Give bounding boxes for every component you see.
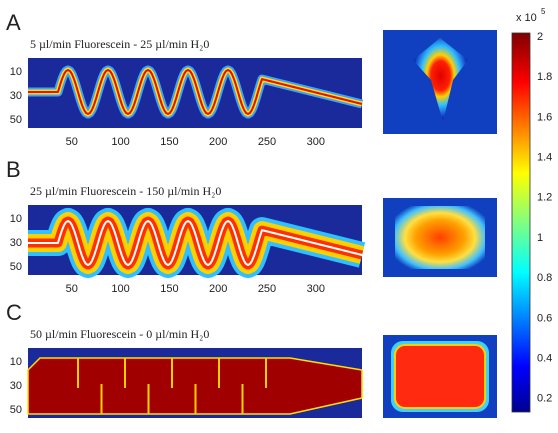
panel-title: 5 µl/min Fluorescein - 25 µl/min H₂0 [30,37,209,51]
x-tick-label: 50 [66,136,78,148]
x-tick-label: 100 [111,283,129,295]
x-tick-label: 50 [66,283,78,295]
y-tick-label: 10 [10,356,22,368]
figure: x 10 5 A 5 µl/min Fluorescein - 25 µl/min… [0,0,558,433]
x-tick-label: 200 [209,136,227,148]
colorbar-exponent: 5 [541,7,546,16]
colorbar-tick-label: 1.2 [537,192,552,204]
colorbar-tick-label: 2 [537,31,543,43]
image-core [395,345,485,408]
y-tick-label: 10 [10,213,22,225]
x-tick-label: 150 [160,283,178,295]
y-tick-label: 10 [10,66,22,78]
colorbar-tick-label: 0.8 [537,272,552,284]
colorbar-tick-label: 0.6 [537,312,552,324]
x-tick-label: 100 [111,136,129,148]
images [28,30,497,418]
panel-title: 50 µl/min Fluorescein - 0 µl/min H₂0 [30,327,209,341]
x-tick-label: 250 [258,283,276,295]
y-tick-label: 50 [10,404,22,416]
colorbar-tick-label: 0.4 [537,353,552,365]
image-blob [395,206,485,269]
x-tick-label: 150 [160,136,178,148]
panel-title: 25 µl/min Fluorescein - 150 µl/min H₂0 [30,184,221,198]
colorbar-tick-label: 1.6 [537,111,552,123]
x-tick-label: 250 [258,136,276,148]
colorbar-tick-label: 1 [537,232,543,244]
colorbar-tick-label: 1.4 [537,152,552,164]
y-tick-label: 50 [10,261,22,273]
y-tick-label: 30 [10,90,22,102]
colorbar [512,33,530,412]
colorbar-multiplier: x 10 [516,12,537,24]
x-tick-label: 300 [307,136,325,148]
colorbar-tick-label: 0.2 [537,393,552,405]
colorbar-tick-label: 1.8 [537,71,552,83]
panel-letter: A [6,10,21,35]
y-tick-label: 30 [10,380,22,392]
panel-letter: C [6,300,22,325]
y-tick-label: 50 [10,114,22,126]
x-tick-label: 200 [209,283,227,295]
y-tick-label: 30 [10,237,22,249]
x-tick-label: 300 [307,283,325,295]
panel-letter: B [6,157,21,182]
